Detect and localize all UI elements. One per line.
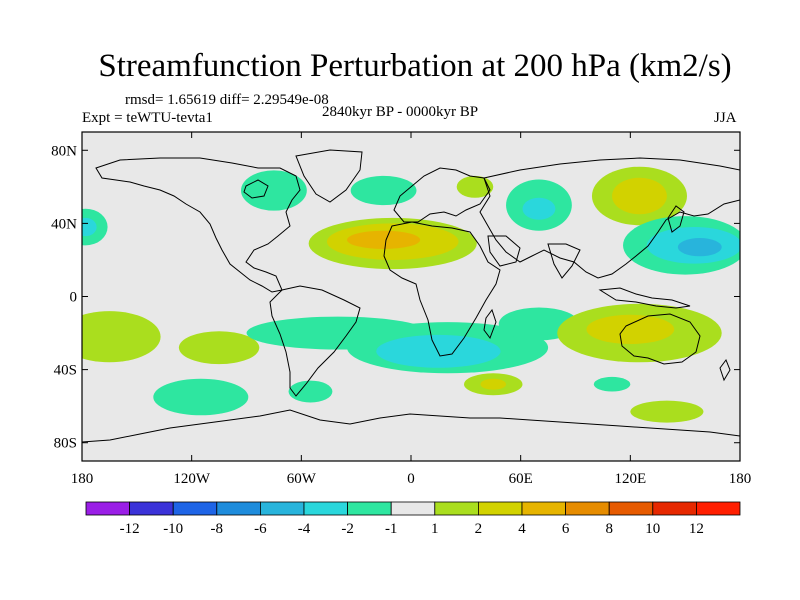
colorbar-swatch	[216, 501, 261, 516]
field-layer	[82, 166, 740, 423]
africa-coast	[383, 221, 501, 357]
greenland-coast	[295, 149, 363, 203]
colorbar-label: 12	[689, 521, 704, 537]
colorbar-label: 2	[475, 521, 483, 537]
colorbar-swatch	[652, 501, 697, 516]
experiment-label: Expt = teWTU-tevta1	[82, 110, 213, 126]
season-label: JJA	[714, 110, 737, 126]
colorbar-label: 6	[562, 521, 570, 537]
field-east-pacific-south-neg	[178, 331, 260, 365]
field-antarctic-pos	[630, 400, 704, 423]
colorbar-label: -12	[120, 521, 140, 537]
lat-tick-label: 80N	[51, 143, 77, 159]
colorbar-label: 10	[645, 521, 660, 537]
colorbar-label: -6	[254, 521, 267, 537]
north-america-coast	[95, 157, 301, 293]
japan-coast	[667, 205, 685, 233]
lon-tick-label: 120E	[614, 471, 646, 487]
colorbar-swatch	[347, 501, 392, 516]
field-north-atlantic-neg	[350, 175, 417, 206]
field-sahara-core	[347, 230, 421, 249]
field-south-atlantic-neg2	[376, 334, 501, 368]
colorbar: -12 -10 -8 -6 -4 -2 -1 1 2 4 6 8 10 12	[85, 501, 741, 537]
field-east-pacific-pos	[82, 311, 161, 363]
field-hudson-neg	[241, 170, 307, 211]
field-north-pacific-east-core	[82, 217, 97, 237]
colorbar-label: -2	[341, 521, 354, 537]
field-southern-ocean-neg2	[593, 376, 631, 392]
colorbar-label: 1	[431, 521, 439, 537]
longitude-axis: 180 120W 60W 0 60E 120E 180	[71, 132, 752, 487]
stats-label: rmsd= 1.65619 diff= 2.29549e-08	[125, 92, 329, 108]
lon-tick-label: 60E	[509, 471, 533, 487]
field-south-indian-pos-core	[480, 378, 507, 390]
field-east-asia-pos-core	[612, 177, 667, 215]
colorbar-swatch	[608, 501, 654, 516]
field-australia-pos-core	[586, 314, 675, 345]
lat-tick-label: 40S	[54, 363, 77, 379]
colorbar-label: -4	[298, 521, 311, 537]
colorbar-label: 8	[605, 521, 613, 537]
field-central-asia-core	[522, 197, 556, 220]
europe-coast	[393, 167, 491, 223]
colorbar-label: -8	[211, 521, 224, 537]
lon-tick-label: 180	[71, 471, 94, 487]
colorbar-swatch	[303, 501, 348, 516]
colorbar-swatch	[172, 501, 218, 516]
field-southern-ocean-neg	[288, 380, 333, 403]
plot-title: Streamfunction Perturbation at 200 hPa (…	[98, 48, 732, 84]
hudson-bay	[243, 179, 269, 199]
period-label: 2840kyr BP - 0000kyr BP	[322, 104, 479, 120]
lon-tick-label: 0	[407, 471, 415, 487]
lat-tick-label: 40N	[51, 216, 77, 232]
lon-tick-label: 180	[729, 471, 752, 487]
colorbar-swatch	[521, 501, 566, 516]
south-america-coast	[269, 285, 361, 397]
colorbar-label: 4	[518, 521, 526, 537]
colorbar-swatch	[85, 501, 130, 516]
colorbar-swatch	[434, 501, 479, 516]
antarctica-coast	[82, 409, 740, 443]
new-zealand-coast	[719, 358, 731, 382]
field-west-pacific-core	[677, 238, 722, 257]
coastlines	[82, 149, 740, 443]
latitude-axis: 80N 40N 0 40S 80S	[51, 143, 740, 452]
colorbar-swatch	[565, 501, 610, 516]
colorbar-swatch	[390, 501, 436, 516]
colorbar-swatch	[259, 501, 305, 516]
field-russia-pos	[456, 175, 494, 198]
india-coast	[547, 243, 581, 279]
colorbar-swatch	[129, 501, 174, 516]
field-pacific-mid-pos	[114, 241, 196, 279]
colorbar-swatch	[696, 501, 741, 516]
lon-tick-label: 120W	[173, 471, 211, 487]
colorbar-label: -10	[163, 521, 183, 537]
indonesia-coast	[598, 287, 691, 309]
colorbar-swatch	[477, 501, 523, 516]
arabia-coast	[487, 235, 521, 267]
lat-tick-label: 80S	[54, 436, 77, 452]
australia-coast	[619, 313, 701, 365]
asia-coast	[479, 157, 740, 279]
madagascar-coast	[483, 308, 497, 340]
field-south-pacific-neg	[153, 378, 249, 416]
lon-tick-label: 60W	[287, 471, 317, 487]
colorbar-label: -1	[385, 521, 398, 537]
lat-tick-label: 0	[70, 290, 78, 306]
